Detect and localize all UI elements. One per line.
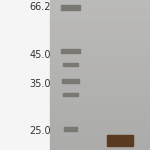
Bar bbox=[50, 0, 150, 150]
Bar bbox=[63, 93, 78, 96]
Text: 35.0: 35.0 bbox=[30, 79, 51, 89]
Text: 66.2: 66.2 bbox=[30, 3, 51, 12]
Bar bbox=[0, 0, 50, 150]
Bar bbox=[107, 135, 133, 146]
Bar bbox=[62, 79, 79, 83]
Bar bbox=[61, 5, 80, 10]
Bar bbox=[61, 49, 80, 53]
Text: 25.0: 25.0 bbox=[29, 126, 51, 135]
Bar bbox=[63, 63, 78, 66]
Text: 45.0: 45.0 bbox=[30, 51, 51, 60]
Bar bbox=[64, 127, 77, 131]
